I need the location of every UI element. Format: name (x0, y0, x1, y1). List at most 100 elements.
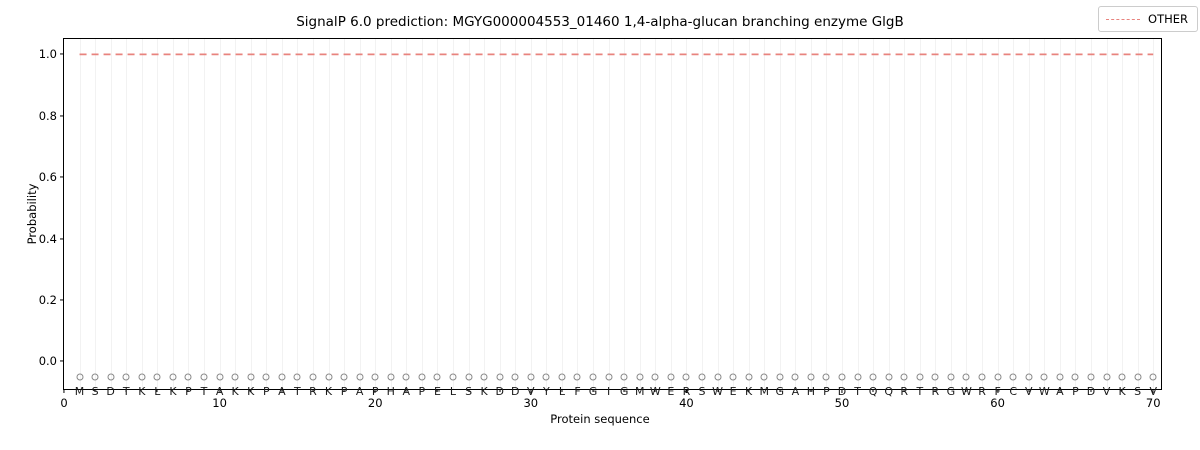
residue-letter: P (418, 384, 426, 398)
residue-marker (869, 373, 877, 381)
x-tick-mark (219, 389, 221, 393)
x-tick-minor (250, 389, 252, 392)
residue-marker (433, 373, 441, 381)
x-tick-minor (872, 389, 874, 392)
gridline-vertical (764, 39, 766, 389)
residue-marker (962, 373, 970, 381)
residue-letter: Q (884, 384, 894, 398)
y-tick-label: 0.6 (38, 170, 57, 185)
gridline-vertical (997, 39, 999, 389)
gridline-vertical (79, 39, 81, 389)
residue-marker (76, 373, 84, 381)
gridline-vertical (375, 39, 377, 389)
y-tick-label: 0.4 (38, 231, 57, 246)
x-tick-minor (561, 389, 563, 392)
legend-label-other: OTHER (1148, 12, 1188, 26)
residue-marker (745, 373, 753, 381)
residue-marker (1149, 373, 1157, 381)
gridline-vertical (982, 39, 984, 389)
y-tick-mark (60, 299, 64, 301)
x-tick-label: 10 (212, 396, 227, 410)
residue-letter: G (588, 384, 598, 398)
residue-marker (1009, 373, 1017, 381)
gridline-vertical (328, 39, 330, 389)
residue-marker (480, 373, 488, 381)
gridline-vertical (1090, 39, 1092, 389)
gridline-vertical (826, 39, 828, 389)
residue-letter: E (729, 384, 737, 398)
residue-marker (231, 373, 239, 381)
plot-area: Probability 0.0 0.2 0.4 0.6 0.8 1.0 0 10 20 30 40 5… (25, 38, 1162, 410)
residue-letter: R (682, 384, 691, 398)
residue-marker (605, 373, 613, 381)
gridline-vertical (686, 39, 688, 389)
x-tick-mark (997, 389, 999, 393)
gridline-vertical (390, 39, 392, 389)
residue-letter: P (340, 384, 348, 398)
residue-marker (620, 373, 628, 381)
residue-marker (1071, 373, 1079, 381)
residue-letter: V (1149, 384, 1157, 398)
residue-marker (293, 373, 301, 381)
x-tick-mark (374, 389, 376, 393)
gridline-vertical (810, 39, 812, 389)
gridline-vertical (297, 39, 299, 389)
residue-marker (791, 373, 799, 381)
residue-letter: P (185, 384, 192, 398)
residue-letter: P (371, 384, 379, 398)
residue-letter: V (1102, 384, 1111, 398)
residue-letter: T (854, 384, 861, 398)
residue-marker (542, 373, 550, 381)
residue-marker (729, 373, 737, 381)
residue-letter: A (1056, 384, 1064, 398)
gridline-vertical (172, 39, 174, 389)
residue-marker (184, 373, 192, 381)
residue-letter: R (931, 384, 940, 398)
residue-letter: P (823, 384, 830, 398)
residue-letter: R (900, 384, 909, 398)
residue-letter: H (386, 384, 395, 398)
x-tick-minor (499, 389, 501, 392)
residue-marker (682, 373, 690, 381)
x-tick-minor (779, 389, 781, 392)
residue-letter: D (495, 384, 504, 398)
x-tick-minor (312, 389, 314, 392)
gridline-vertical (733, 39, 735, 389)
gridline-vertical (421, 39, 423, 389)
gridline-vertical (204, 39, 206, 389)
gridline-vertical (530, 39, 532, 389)
x-axis-label: Protein sequence (550, 412, 650, 426)
residue-letter: E (433, 384, 441, 398)
residue-letter: W (961, 384, 972, 398)
x-tick-label: 60 (990, 396, 1005, 410)
residue-marker (371, 373, 379, 381)
residue-letter: M (759, 384, 769, 398)
residue-marker (91, 373, 99, 381)
legend[interactable]: OTHER (1098, 6, 1198, 32)
gridline-vertical (499, 39, 501, 389)
residue-letter: L (154, 384, 161, 398)
x-tick-mark (841, 389, 843, 393)
x-tick-minor (436, 389, 438, 392)
x-tick-mark (685, 389, 687, 393)
residue-marker (636, 373, 644, 381)
x-tick-minor (405, 389, 407, 392)
residue-marker (262, 373, 270, 381)
gridline-vertical (904, 39, 906, 389)
x-tick-label: 20 (367, 396, 383, 410)
gridline-vertical (577, 39, 579, 389)
residue-marker (200, 373, 208, 381)
x-tick-mark (1152, 389, 1154, 393)
x-tick-minor (934, 389, 936, 392)
x-tick-minor (94, 389, 96, 392)
residue-letter: G (946, 384, 956, 398)
x-tick-minor (810, 389, 812, 392)
residue-marker (402, 373, 410, 381)
residue-marker (838, 373, 846, 381)
residue-letter: R (978, 384, 986, 398)
residue-marker (107, 373, 115, 381)
gridline-vertical (1028, 39, 1030, 389)
gridline-vertical (1013, 39, 1015, 389)
residue-marker (947, 373, 955, 381)
gridline-vertical (1153, 39, 1155, 389)
